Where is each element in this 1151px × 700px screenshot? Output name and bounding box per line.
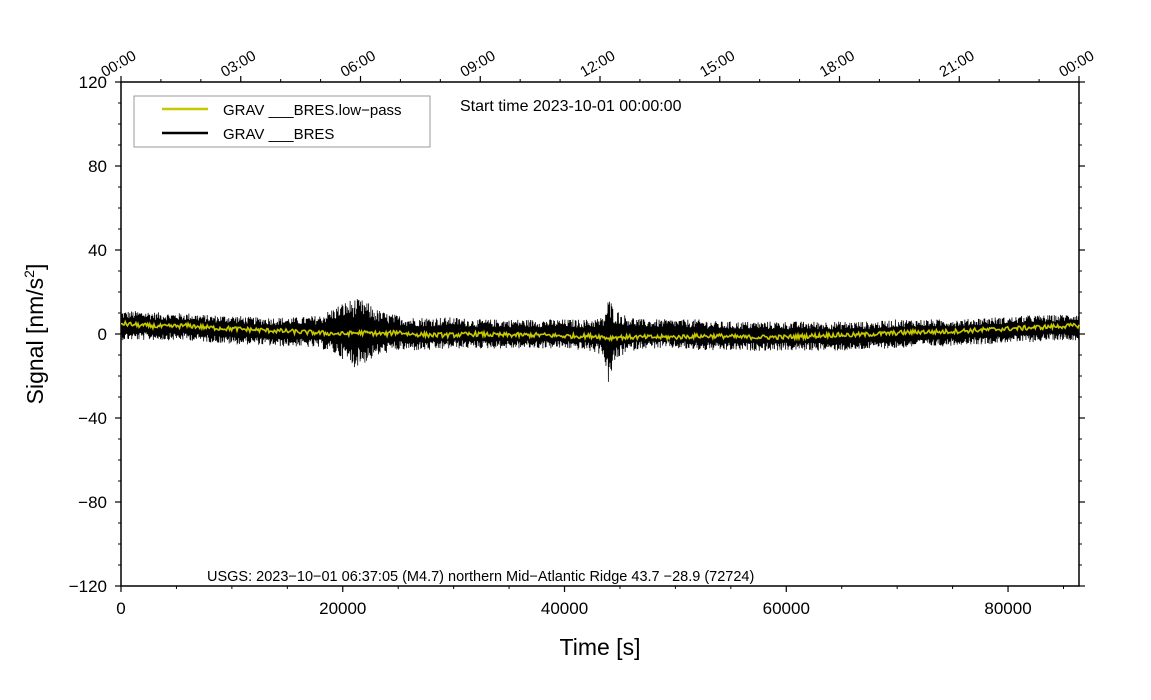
y-tick-label: 0 xyxy=(98,325,107,344)
x-tick-label: 60000 xyxy=(763,599,810,618)
raw-signal-trace xyxy=(120,299,1080,382)
y-tick-label: 120 xyxy=(79,73,107,92)
x-axis-label: Time [s] xyxy=(560,634,641,660)
legend-box xyxy=(133,95,431,148)
lowpass-signal-trace xyxy=(120,319,1080,343)
x-tick-label: 20000 xyxy=(319,599,366,618)
event-annotation: USGS: 2023−10−01 06:37:05 (M4.7) norther… xyxy=(207,569,754,585)
data-traces xyxy=(120,299,1080,382)
legend-label-raw: GRAV ___BRES xyxy=(223,126,334,143)
legend-label-lowpass: GRAV ___BRES.low−pass xyxy=(223,102,402,119)
legend: GRAV ___BRES.low−pass GRAV ___BRES xyxy=(133,95,431,148)
y-tick-label: 40 xyxy=(88,241,107,260)
y-axis-label-main: Signal [nm/s xyxy=(22,278,48,405)
y-axis-label-close: ] xyxy=(22,264,48,270)
y-axis-label-sup: 2 xyxy=(21,270,37,278)
y-tick-label: −80 xyxy=(78,493,107,512)
y-tick-label: −40 xyxy=(78,409,107,428)
y-tick-label: −120 xyxy=(69,577,107,596)
x-tick-label: 80000 xyxy=(984,599,1031,618)
x-tick-label: 40000 xyxy=(541,599,588,618)
x-tick-label: 0 xyxy=(116,599,125,618)
y-axis-label: Signal [nm/s2] xyxy=(21,264,48,405)
chart-title: Start time 2023-10-01 00:00:00 xyxy=(460,98,682,115)
y-tick-label: 80 xyxy=(88,157,107,176)
axes: 120 80 40 0 −40 −80 −120 0 20000 40000 60000 80000 xyxy=(69,73,1085,618)
